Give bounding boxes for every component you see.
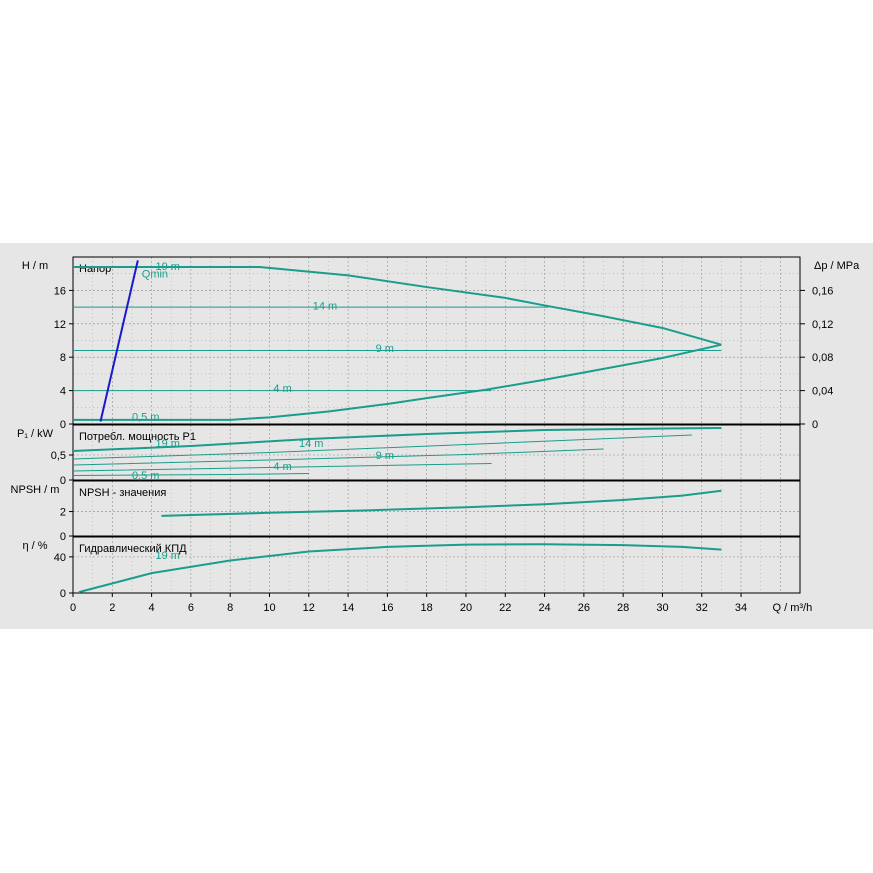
y2-tick-label: 0,16 <box>812 285 833 297</box>
x-tick-label: 20 <box>460 602 472 614</box>
curve-label: 19 m <box>156 550 180 562</box>
x-tick-label: 30 <box>656 602 668 614</box>
x-axis-label: Q / m³/h <box>772 602 812 614</box>
y2-tick-label: 0 <box>812 419 818 431</box>
x-tick-label: 2 <box>109 602 115 614</box>
y-tick-label: 2 <box>60 507 66 519</box>
panel-border <box>72 480 801 537</box>
y-axis-label: H / m <box>22 260 48 272</box>
x-tick-label: 14 <box>342 602 354 614</box>
x-tick-label: 34 <box>735 602 747 614</box>
y-tick-label: 8 <box>60 352 66 364</box>
x-tick-label: 28 <box>617 602 629 614</box>
x-tick-label: 6 <box>188 602 194 614</box>
x-tick-label: 8 <box>227 602 233 614</box>
curve-label: 14 m <box>299 438 323 450</box>
y-tick-label: 0,5 <box>51 450 66 462</box>
x-tick-label: 24 <box>538 602 550 614</box>
curve-power-4-m <box>72 463 492 472</box>
y-tick-label: 16 <box>54 285 66 297</box>
curve-efficiency-19-m <box>78 543 722 594</box>
curve-label: 9 m <box>376 343 394 355</box>
pump-curve-chart: 0 4 8 12 16 H / m Напор 0 0,04 0,08 0,12 0,16 Δp / M… <box>11 256 860 614</box>
y2-tick-label: 0,12 <box>812 319 833 331</box>
y-axis-label: P₁ / kW <box>17 428 54 440</box>
panel-border <box>72 424 801 481</box>
panel-title: Потребл. мощность P1 <box>79 431 196 443</box>
x-tick-label: 32 <box>696 602 708 614</box>
curve-label: 0,5 m <box>132 470 160 482</box>
qmin-line <box>99 260 139 422</box>
y-axis-label: η / % <box>22 540 47 552</box>
curve-label: 4 m <box>273 461 291 473</box>
y-tick-label: 0 <box>60 531 66 543</box>
curve-power-9-m <box>72 448 604 466</box>
x-tick-label: 16 <box>381 602 393 614</box>
curve-label: 4 m <box>273 383 291 395</box>
y-tick-label: 0 <box>60 419 66 431</box>
curve-power-14-m <box>72 434 692 460</box>
y-tick-label: 0 <box>60 588 66 600</box>
curve-label: 14 m <box>313 300 337 312</box>
curve-npsh-NPSH <box>161 489 722 517</box>
x-tick-label: 0 <box>70 602 76 614</box>
y-tick-label: 40 <box>54 552 66 564</box>
x-tick-label: 26 <box>578 602 590 614</box>
x-tick-label: 10 <box>263 602 275 614</box>
y2-tick-label: 0,04 <box>812 386 833 398</box>
panel-title: NPSH - значения <box>79 487 166 499</box>
y2-axis-label: Δp / MPa <box>814 260 860 272</box>
curve-label: 19 m <box>156 438 180 450</box>
curve-head-0-5-m <box>73 343 722 421</box>
curve-power-19-m <box>72 427 722 452</box>
x-tick-label: 18 <box>421 602 433 614</box>
x-tick-label: 22 <box>499 602 511 614</box>
x-tick-label: 4 <box>149 602 155 614</box>
panel-border <box>72 536 801 594</box>
qmin-label: Qmin <box>142 269 168 281</box>
curve-head-19-m <box>73 266 722 346</box>
panel-title: Гидравлический КПД <box>79 543 187 555</box>
curve-label: 0,5 m <box>132 411 160 423</box>
curve-power-0-5-m <box>72 473 309 476</box>
y-tick-label: 4 <box>60 386 66 398</box>
panel-border <box>72 256 801 425</box>
y-tick-label: 0 <box>60 475 66 487</box>
curve-label: 19 m <box>156 261 180 273</box>
x-tick-label: 12 <box>303 602 315 614</box>
curve-label: 9 m <box>376 450 394 462</box>
panel-title: Напор <box>79 263 111 275</box>
y-tick-label: 12 <box>54 319 66 331</box>
chart-frame: 0 4 8 12 16 H / m Напор 0 0,04 0,08 0,12 0,16 Δp / M… <box>0 243 873 629</box>
y2-tick-label: 0,08 <box>812 352 833 364</box>
y-axis-label: NPSH / m <box>11 484 60 496</box>
